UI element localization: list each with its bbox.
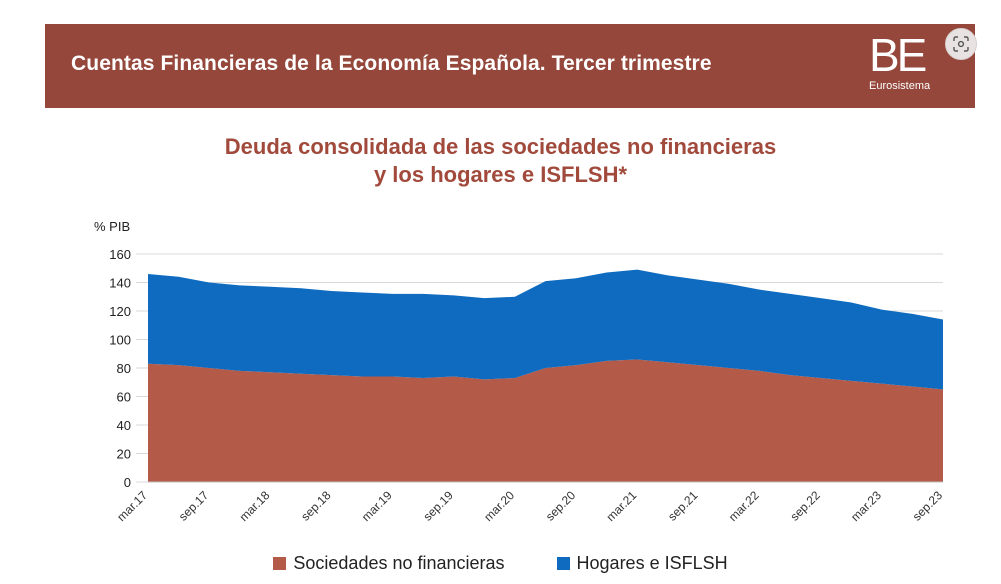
lens-scan-icon: [953, 36, 969, 52]
legend-item: Hogares e ISFLSH: [556, 553, 728, 574]
header-banner: Cuentas Financieras de la Economía Españ…: [45, 24, 975, 108]
x-tick-label: sep.18: [298, 488, 334, 524]
y-tick-label: 60: [117, 390, 131, 405]
y-tick-label: 100: [109, 333, 131, 348]
y-tick-label: 40: [117, 418, 131, 433]
x-tick-label: mar.20: [481, 488, 517, 524]
y-tick-label: 140: [109, 276, 131, 291]
x-tick-label: sep.23: [910, 488, 946, 524]
legend-label: Sociedades no financieras: [293, 553, 505, 573]
chart-legend: Sociedades no financieras Hogares e ISFLS…: [0, 553, 1001, 574]
y-tick-label: 160: [109, 247, 131, 262]
x-tick-label: mar.18: [237, 488, 273, 524]
x-tick-label: sep.19: [421, 488, 457, 524]
x-tick-label: mar.22: [726, 488, 762, 524]
logo-subtitle: Eurosistema: [869, 80, 931, 92]
legend-item: Sociedades no financieras: [273, 553, 505, 574]
area-series-1: [148, 359, 943, 482]
chart-title-line-1: Deuda consolidada de las sociedades no f…: [224, 134, 777, 159]
area-series-2: [148, 269, 943, 390]
x-tick-label: mar.17: [114, 488, 150, 524]
y-tick-label: 120: [109, 304, 131, 319]
lens-scan-button[interactable]: [945, 28, 977, 60]
chart-title-line-2: y los hogares e ISFLSH*: [373, 162, 628, 187]
x-tick-label: sep.21: [665, 488, 701, 524]
y-axis-label: % PIB: [94, 219, 130, 234]
y-tick-label: 20: [117, 447, 131, 462]
chart-title: Deuda consolidada de las sociedades no f…: [0, 133, 1001, 189]
legend-label: Hogares e ISFLSH: [576, 553, 728, 573]
y-tick-label: 80: [117, 361, 131, 376]
logo-mark: BE: [869, 29, 927, 81]
x-tick-label: sep.17: [176, 488, 212, 524]
x-tick-label: sep.20: [543, 488, 579, 524]
x-tick-label: mar.21: [604, 488, 640, 524]
x-tick-label: sep.22: [787, 488, 823, 524]
y-tick-label: 0: [124, 475, 131, 490]
x-tick-label: mar.19: [359, 488, 395, 524]
x-tick-label: mar.23: [848, 488, 884, 524]
legend-swatch: [556, 557, 570, 570]
banner-title: Cuentas Financieras de la Economía Españ…: [71, 52, 712, 75]
be-logo: BE Eurosistema: [869, 32, 945, 94]
legend-swatch: [273, 557, 287, 570]
